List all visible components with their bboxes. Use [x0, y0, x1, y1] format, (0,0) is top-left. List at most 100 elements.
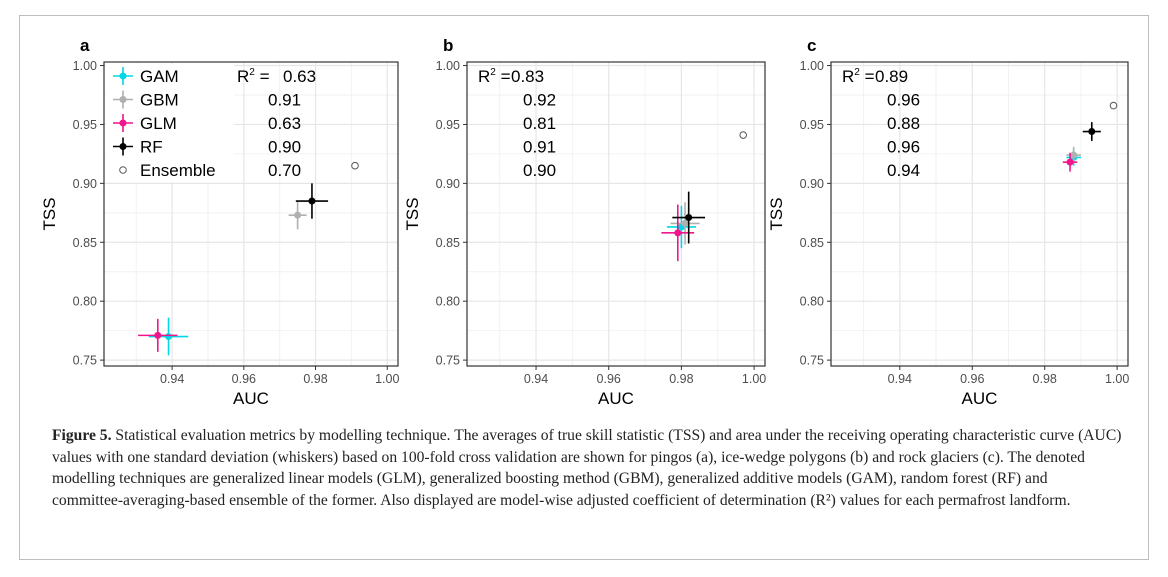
panel-letter: b [443, 36, 453, 55]
chart-panel-b: 0.94 0.96 0.98 1.00 0.75 0.80 0.85 0.90 0.95 1.00… [403, 36, 766, 408]
plot-area [831, 62, 1128, 366]
r2-value: 0.91 [268, 91, 301, 110]
y-tick-label: 1.00 [800, 59, 824, 73]
x-axis-label: AUC [598, 389, 634, 408]
y-tick-label: 0.80 [800, 295, 824, 309]
y-tick-label: 0.80 [436, 295, 460, 309]
x-tick-label: 1.00 [742, 372, 766, 386]
r2-equals: = [496, 67, 511, 86]
figure-caption: Figure 5. Statistical evaluation metrics… [52, 425, 1122, 511]
x-axis-label: AUC [962, 389, 998, 408]
legend-key-point [119, 166, 127, 174]
point-gbm [294, 211, 302, 219]
x-tick-label: 1.00 [1105, 372, 1129, 386]
panel-letter: a [80, 36, 90, 55]
point-rf [1088, 128, 1096, 136]
r2-value: 0.88 [887, 114, 920, 133]
x-tick-label: 0.96 [960, 372, 984, 386]
y-tick-label: 0.85 [436, 236, 460, 250]
plot-border [830, 61, 1129, 367]
x-tick-label: 0.94 [160, 372, 184, 386]
r2-superscript: 2 [854, 67, 860, 78]
x-tick-label: 0.96 [597, 372, 621, 386]
point-gbm [681, 219, 689, 227]
plot-area [467, 62, 765, 366]
r2-equals: = [255, 67, 270, 86]
r2-value: 0.81 [523, 114, 556, 133]
legend-label: GAM [140, 67, 179, 86]
plot-border [103, 61, 399, 367]
x-tick-label: 0.94 [888, 372, 912, 386]
r2-value: 0.63 [283, 67, 316, 86]
r2-letter: R [842, 67, 854, 86]
y-tick-label: 0.95 [800, 118, 824, 132]
r2-value: 0.96 [887, 91, 920, 110]
legend-key-point [119, 72, 127, 80]
point-ensemble [739, 131, 747, 139]
point-rf [308, 197, 316, 205]
r2-value: 0.94 [887, 161, 920, 180]
legend-label: RF [140, 138, 163, 157]
panel-letter: c [807, 36, 816, 55]
caption-label: Figure 5. [52, 427, 112, 444]
r2-value: 0.83 [511, 67, 544, 86]
r2-value: 0.91 [523, 138, 556, 157]
legend-label: GBM [140, 91, 179, 110]
point-rf [685, 214, 693, 222]
r2-equals: = [860, 67, 875, 86]
r2-heading: R2 = [842, 67, 875, 86]
y-tick-label: 0.80 [73, 295, 97, 309]
r2-heading: R2 = [478, 67, 511, 86]
y-tick-label: 0.85 [800, 236, 824, 250]
x-tick-label: 0.96 [232, 372, 256, 386]
x-tick-label: 0.94 [524, 372, 548, 386]
legend-label: GLM [140, 114, 177, 133]
point-glm [154, 331, 162, 339]
y-tick-label: 0.90 [73, 177, 97, 191]
point-ensemble [1109, 101, 1118, 110]
r2-value: 0.90 [523, 161, 556, 180]
legend-label: Ensemble [140, 161, 216, 180]
r2-superscript: 2 [249, 67, 255, 78]
point-gbm [1070, 151, 1078, 159]
r2-letter: R [478, 67, 490, 86]
y-tick-label: 1.00 [436, 59, 460, 73]
r2-value: 0.70 [268, 161, 301, 180]
y-tick-label: 0.75 [73, 354, 97, 368]
y-axis-label: TSS [40, 197, 59, 230]
r2-letter: R [237, 67, 249, 86]
x-tick-label: 1.00 [375, 372, 399, 386]
y-axis-label: TSS [767, 197, 786, 230]
r2-value: 0.92 [523, 91, 556, 110]
point-glm [674, 229, 682, 237]
r2-value: 0.90 [268, 138, 301, 157]
chart-panel-a: 0.94 0.96 0.98 1.00 0.75 0.80 0.85 0.90 0.95 1.00… [40, 36, 399, 408]
chart-panel-c: 0.94 0.96 0.98 1.00 0.75 0.80 0.85 0.90 0.95 1.00… [767, 36, 1129, 408]
r2-value: 0.63 [268, 114, 301, 133]
r2-heading: R2 = [237, 67, 270, 86]
y-tick-label: 0.75 [800, 354, 824, 368]
y-tick-label: 0.95 [436, 118, 460, 132]
caption-text: Statistical evaluation metrics by modell… [52, 427, 1122, 509]
r2-value: 0.89 [875, 67, 908, 86]
r2-superscript: 2 [490, 67, 496, 78]
y-tick-label: 0.75 [436, 354, 460, 368]
plot-border [466, 61, 766, 367]
y-tick-label: 0.90 [800, 177, 824, 191]
r2-value: 0.96 [887, 138, 920, 157]
y-tick-label: 0.90 [436, 177, 460, 191]
point-glm [1066, 158, 1074, 166]
x-axis-label: AUC [233, 389, 269, 408]
legend-key-point [119, 143, 127, 150]
legend-key-point [119, 96, 127, 103]
y-tick-label: 1.00 [73, 59, 97, 73]
legend-key-point [119, 119, 127, 127]
x-tick-label: 0.98 [1033, 372, 1057, 386]
point-ensemble [351, 161, 359, 170]
point-gam [165, 333, 173, 341]
y-axis-label: TSS [403, 197, 422, 230]
y-tick-label: 0.85 [73, 236, 97, 250]
y-tick-label: 0.95 [73, 118, 97, 132]
x-tick-label: 0.98 [669, 372, 693, 386]
